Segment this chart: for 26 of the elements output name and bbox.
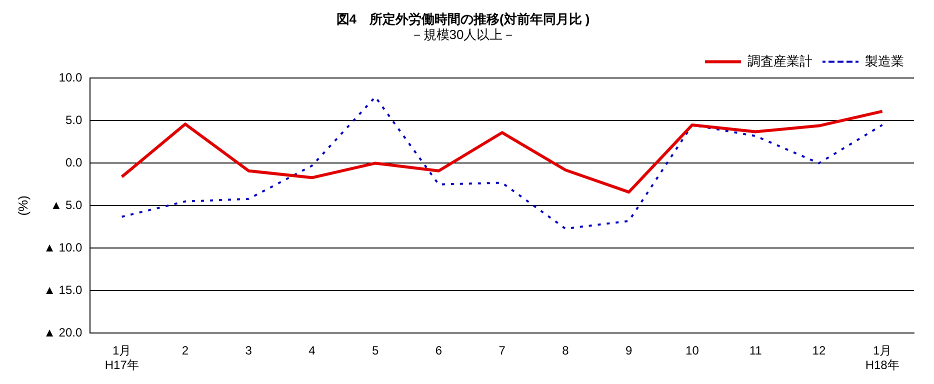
y-tick-label: ▲ 5.0 — [50, 198, 82, 212]
x-tick-label: 12 — [812, 344, 826, 358]
x-tick-label: 1月 H17年 — [104, 344, 139, 372]
x-tick-label: 1月 H18年 — [865, 344, 900, 372]
x-tick-label: 11 — [749, 344, 762, 358]
y-tick-label: 10.0 — [58, 70, 82, 85]
line-series — [120, 96, 884, 230]
y-tick-label: 5.0 — [65, 113, 82, 128]
x-tick-label: 5 — [372, 344, 379, 358]
x-tick-label: 6 — [435, 344, 442, 358]
x-tick-label: 7 — [498, 344, 506, 358]
y-axis-title: (%) — [15, 196, 30, 216]
chart-subtitle: －規模30人以上－ — [410, 26, 516, 42]
y-tick-label: ▲ 10.0 — [44, 240, 82, 255]
x-tick-label: 8 — [562, 344, 570, 358]
x-tick-label: 2 — [182, 344, 189, 358]
legend-label: 製造業 — [865, 53, 904, 68]
x-tick-label: 3 — [245, 344, 252, 358]
y-tick-label: ▲ 15.0 — [44, 283, 82, 298]
x-tick-label: 4 — [308, 344, 316, 358]
y-tick-label: 0.0 — [65, 156, 82, 170]
legend-label: 調査産業計 — [748, 53, 812, 68]
chart-title: 図4 所定外労働時間の推移(対前年同月比 ) — [336, 11, 590, 26]
x-tick-label: 9 — [625, 344, 632, 358]
y-tick-label: ▲ 20.0 — [44, 326, 82, 340]
x-tick-label: 10 — [686, 344, 700, 358]
